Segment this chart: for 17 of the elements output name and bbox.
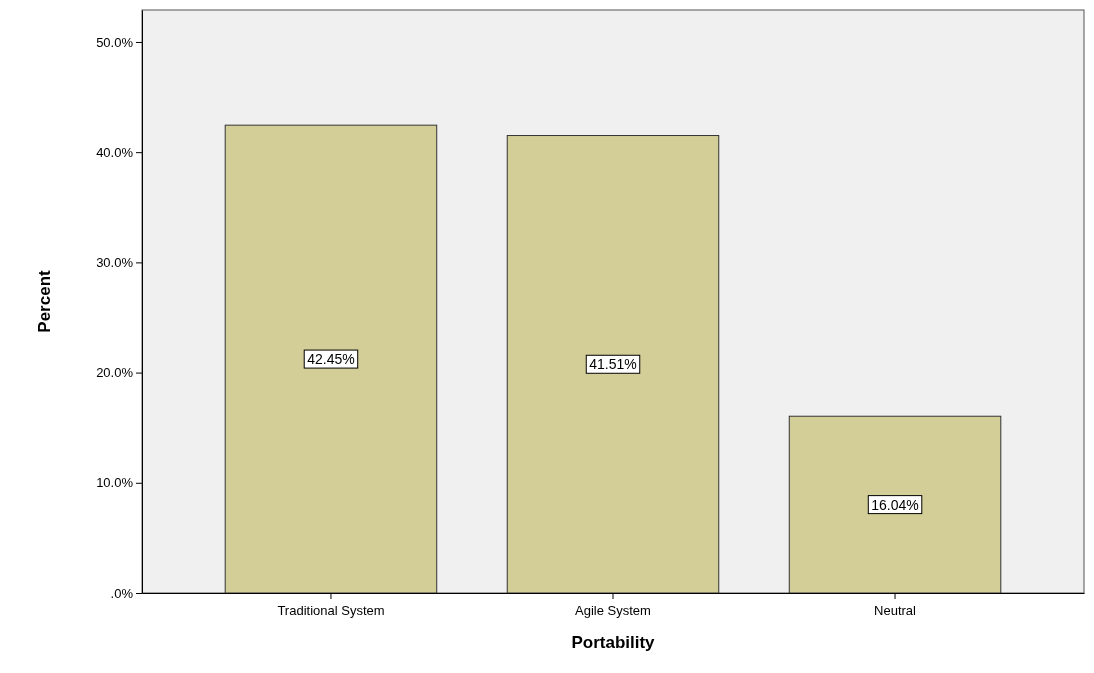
data-label: 42.45% — [307, 351, 355, 368]
bar — [788, 415, 1002, 594]
x-axis-title: Portability — [571, 633, 656, 652]
y-tick-label: .0% — [110, 585, 134, 601]
x-tick-label: Traditional System — [277, 603, 385, 618]
y-tick-label: 50.0% — [96, 34, 134, 50]
y-tick-label: 30.0% — [96, 255, 134, 271]
bar — [506, 135, 720, 594]
y-axis-title: Percent — [35, 269, 54, 333]
y-tick-label: 20.0% — [96, 365, 134, 381]
y-tick-label: 40.0% — [96, 144, 134, 160]
data-label: 16.04% — [871, 496, 919, 513]
data-label: 41.51% — [589, 356, 637, 373]
x-tick-label: Agile System — [575, 603, 651, 618]
x-tick-label: Neutral — [874, 603, 917, 618]
bar — [224, 124, 438, 594]
y-tick-label: 10.0% — [96, 475, 134, 491]
